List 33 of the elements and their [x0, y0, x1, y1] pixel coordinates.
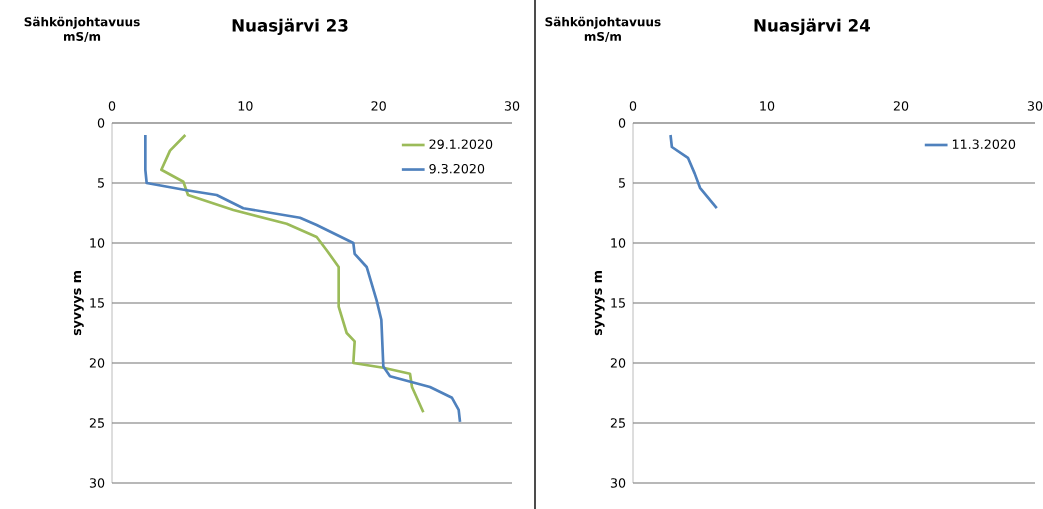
legend-label: 9.3.2020 — [429, 163, 485, 174]
y-tick-label: 25 — [610, 418, 625, 428]
y-tick-label: 5 — [98, 178, 104, 188]
x-tick-label: 30 — [1027, 101, 1043, 111]
y-tick-label: 30 — [89, 478, 105, 488]
x-tick-label: 0 — [108, 101, 116, 111]
y-tick-label: 5 — [618, 178, 625, 188]
chart-title: Nuasjärvi 23 — [232, 18, 348, 36]
x-axis-title: Sähkönjohtavuus mS/m — [24, 16, 140, 42]
y-tick-label: 30 — [610, 478, 626, 488]
x-tick-label: 20 — [893, 101, 909, 111]
legend-label: 11.3.2020 — [952, 139, 1016, 149]
y-tick-label: 0 — [97, 118, 105, 128]
y-axis-title: syvyys m — [73, 271, 84, 336]
y-tick-label: 0 — [618, 118, 626, 128]
y-tick-label: 15 — [90, 298, 104, 308]
chart-title: Nuasjärvi 24 — [754, 18, 871, 36]
line-series — [669, 133, 719, 210]
line-series — [160, 133, 425, 414]
legend-label: 29.1.2020 — [429, 139, 493, 149]
x-axis-title: Sähkönjohtavuus mS/m — [545, 16, 661, 42]
x-tick-label: 10 — [238, 101, 253, 111]
y-axis-title: syvyys m — [594, 271, 605, 336]
y-tick-label: 20 — [610, 358, 626, 368]
x-tick-label: 10 — [760, 101, 775, 111]
y-tick-label: 20 — [89, 358, 105, 368]
y-tick-label: 15 — [611, 298, 625, 308]
y-tick-label: 10 — [611, 238, 626, 248]
y-tick-label: 10 — [90, 238, 105, 248]
x-tick-label: 30 — [504, 101, 520, 111]
x-tick-label: 20 — [371, 101, 386, 111]
x-tick-label: 0 — [629, 101, 637, 111]
y-tick-label: 25 — [89, 418, 104, 428]
